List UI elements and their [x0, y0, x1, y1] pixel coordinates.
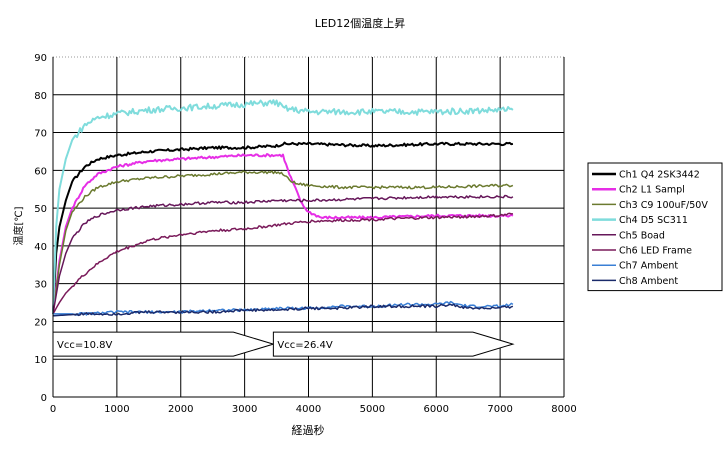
legend-label-3: Ch3 C9 100uF/50V — [619, 200, 708, 211]
chart-title: LED12個温度上昇 — [315, 16, 406, 30]
y-tick-label-9: 90 — [34, 53, 47, 64]
x-tick-label-1: 1000 — [104, 404, 129, 415]
x-tick-label-6: 6000 — [424, 404, 449, 415]
y-tick-label-4: 40 — [34, 242, 47, 253]
series-line-6 — [52, 212, 513, 315]
vcc-label-1: Vcc=26.4V — [277, 340, 332, 351]
y-tick-label-6: 60 — [34, 166, 47, 177]
annotations: Vcc=10.8V Vcc=26.4V — [52, 331, 515, 357]
x-tick-label-8: 8000 — [551, 404, 576, 415]
x-tick-label-5: 5000 — [360, 404, 385, 415]
legend-label-4: Ch4 D5 SC311 — [619, 215, 688, 226]
y-axis-label: 温度[℃] — [12, 206, 25, 245]
y-tick-label-3: 30 — [34, 280, 47, 291]
legend-label-5: Ch5 Boad — [619, 230, 665, 241]
y-tick-label-1: 10 — [34, 355, 47, 366]
y-tick-label-7: 70 — [34, 129, 47, 140]
legend-label-6: Ch6 LED Frame — [619, 246, 692, 257]
series-lines — [52, 99, 514, 317]
legend-label-2: Ch2 L1 Sampl — [619, 185, 685, 196]
legend-label-7: Ch7 Ambent — [619, 261, 678, 272]
x-axis-label: 経過秒 — [292, 423, 325, 437]
x-tick-label-3: 3000 — [232, 404, 257, 415]
vcc-label-0: Vcc=10.8V — [57, 340, 112, 351]
legend: Ch1 Q4 2SK3442 Ch2 L1 Sampl Ch3 C9 100uF/5… — [587, 162, 723, 292]
y-tick-label-0: 0 — [41, 393, 47, 404]
y-tick-label-8: 80 — [34, 91, 47, 102]
y-tick-label-5: 50 — [34, 204, 47, 215]
y-tick-label-2: 20 — [34, 317, 47, 328]
series-line-2 — [52, 153, 514, 315]
legend-label-8: Ch8 Ambent — [619, 276, 678, 287]
x-tick-label-2: 2000 — [168, 404, 193, 415]
series-line-3 — [52, 170, 514, 314]
x-tick-label-0: 0 — [50, 404, 56, 415]
legend-box — [587, 162, 723, 292]
legend-label-1: Ch1 Q4 2SK3442 — [619, 170, 700, 181]
series-line-1 — [52, 141, 514, 314]
vcc-arrow-1 — [272, 331, 515, 357]
series-line-8 — [52, 303, 514, 317]
tick-labels: 0 10 20 30 40 50 60 70 80 90 0 1000 2000 3000 4000 5000… — [34, 53, 576, 415]
x-tick-label-4: 4000 — [296, 404, 321, 415]
axes — [52, 57, 564, 398]
series-line-4 — [52, 99, 514, 314]
x-tick-label-7: 7000 — [487, 404, 512, 415]
series-line-5 — [52, 194, 514, 315]
